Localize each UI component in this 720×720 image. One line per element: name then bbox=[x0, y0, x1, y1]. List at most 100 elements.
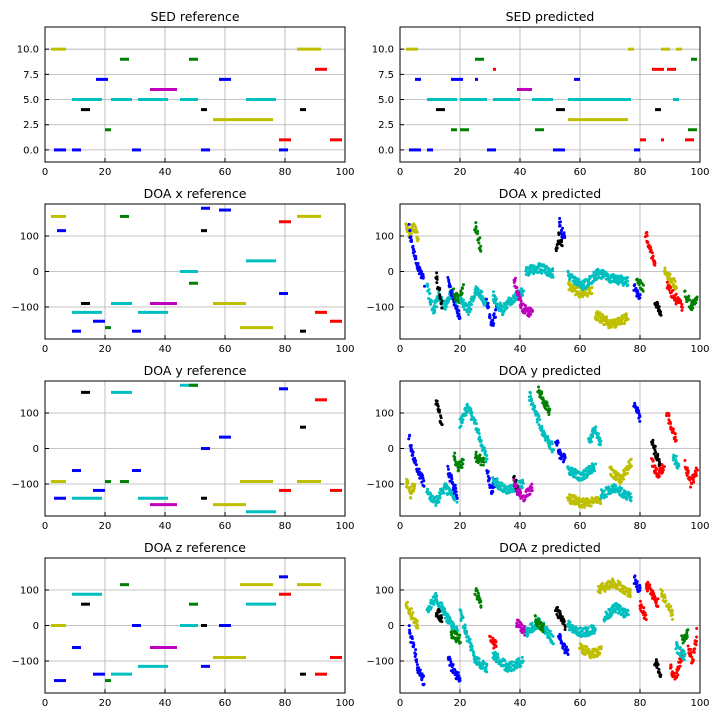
point bbox=[524, 273, 528, 277]
track-9 bbox=[488, 634, 498, 650]
track-26 bbox=[683, 458, 699, 489]
point bbox=[461, 458, 465, 462]
point bbox=[486, 301, 490, 305]
point bbox=[422, 484, 426, 488]
point bbox=[667, 418, 671, 422]
point bbox=[479, 604, 483, 608]
point bbox=[437, 408, 441, 412]
point bbox=[574, 468, 578, 472]
point bbox=[635, 585, 639, 589]
track-12 bbox=[524, 616, 555, 646]
point bbox=[582, 477, 586, 481]
point bbox=[682, 649, 686, 653]
track-4 bbox=[434, 399, 444, 427]
point bbox=[440, 306, 444, 310]
point bbox=[685, 466, 689, 470]
point bbox=[596, 434, 600, 438]
y-tick-label: −100 bbox=[12, 303, 39, 314]
point bbox=[507, 491, 511, 495]
point bbox=[693, 642, 697, 646]
point bbox=[425, 282, 429, 286]
point bbox=[600, 581, 604, 585]
point bbox=[561, 646, 565, 650]
y-tick-label: 100 bbox=[375, 408, 394, 419]
point bbox=[618, 482, 622, 486]
point bbox=[435, 598, 439, 602]
x-tick-label: 0 bbox=[397, 698, 403, 709]
point bbox=[551, 634, 555, 638]
x-tick-label: 80 bbox=[634, 167, 647, 178]
plot-area bbox=[51, 383, 342, 514]
point bbox=[573, 288, 577, 292]
point bbox=[599, 645, 603, 649]
point bbox=[591, 435, 595, 439]
point bbox=[451, 663, 455, 667]
point bbox=[412, 250, 416, 254]
chart-panel-8: 0 20 40 60 80 100 −100 0 100 DOA z predicted bbox=[367, 540, 710, 709]
point bbox=[446, 464, 450, 468]
point bbox=[414, 648, 418, 652]
track-28 bbox=[686, 627, 699, 665]
point bbox=[524, 306, 528, 310]
chart-title: DOA z reference bbox=[144, 540, 246, 555]
track-18 bbox=[632, 283, 642, 300]
x-tick-label: 40 bbox=[159, 521, 172, 532]
point bbox=[582, 647, 586, 651]
point bbox=[455, 625, 459, 629]
track-14 bbox=[553, 605, 567, 632]
point bbox=[418, 668, 422, 672]
point bbox=[513, 276, 517, 280]
point bbox=[414, 459, 418, 463]
point bbox=[641, 289, 645, 293]
point bbox=[693, 647, 697, 651]
point bbox=[589, 504, 593, 508]
point bbox=[616, 282, 620, 286]
point bbox=[676, 673, 680, 677]
point bbox=[689, 650, 693, 654]
point bbox=[540, 426, 544, 430]
point bbox=[416, 626, 420, 630]
point bbox=[492, 322, 496, 326]
point bbox=[625, 471, 629, 475]
point bbox=[465, 402, 469, 406]
point bbox=[543, 432, 547, 436]
point bbox=[408, 486, 412, 490]
point bbox=[594, 273, 598, 277]
y-tick-label: 0 bbox=[33, 621, 39, 632]
point bbox=[435, 275, 439, 279]
point bbox=[665, 280, 669, 284]
point bbox=[592, 270, 596, 274]
point bbox=[502, 309, 506, 313]
point bbox=[478, 248, 482, 252]
point bbox=[614, 324, 618, 328]
point bbox=[657, 667, 661, 671]
track-19 bbox=[599, 482, 633, 503]
point bbox=[610, 612, 614, 616]
track-5 bbox=[446, 464, 459, 500]
chart-panel-1: 0 20 40 60 80 100 0.0 2.5 5.0 7.5 10.0 SED referenc… bbox=[17, 9, 355, 178]
point bbox=[455, 629, 459, 633]
point bbox=[626, 609, 630, 613]
point bbox=[438, 496, 442, 500]
point bbox=[568, 620, 572, 624]
point bbox=[590, 291, 594, 295]
point bbox=[474, 450, 478, 454]
point bbox=[494, 297, 498, 301]
track-14 bbox=[557, 216, 567, 240]
x-tick-label: 100 bbox=[690, 698, 709, 709]
point bbox=[461, 298, 465, 302]
point bbox=[406, 606, 410, 610]
point bbox=[623, 321, 627, 325]
point bbox=[431, 595, 435, 599]
track-12 bbox=[524, 261, 555, 279]
point bbox=[446, 275, 450, 279]
point bbox=[435, 594, 439, 598]
x-tick-label: 60 bbox=[574, 167, 587, 178]
point bbox=[629, 457, 633, 461]
point bbox=[594, 425, 598, 429]
point bbox=[473, 418, 477, 422]
point bbox=[458, 678, 462, 682]
track-24 bbox=[683, 289, 699, 312]
point bbox=[590, 286, 594, 290]
point bbox=[409, 607, 413, 611]
